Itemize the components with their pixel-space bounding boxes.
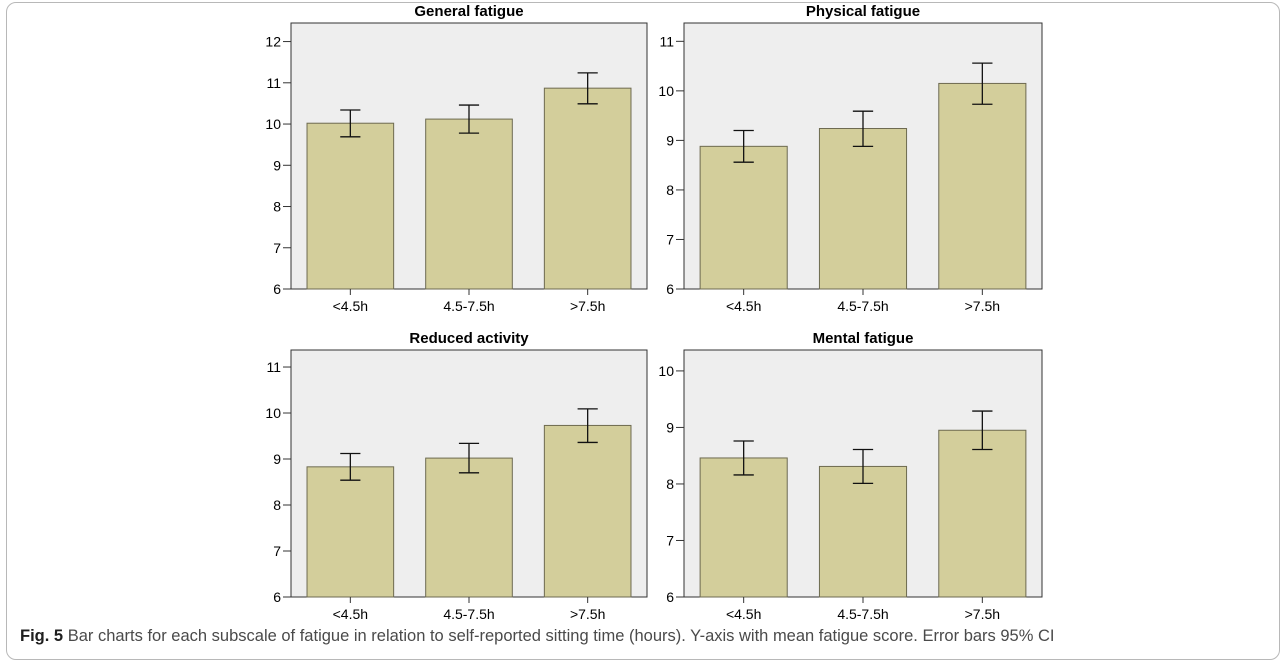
y-tick-label: 7 <box>666 231 674 247</box>
x-tick-label: <4.5h <box>333 606 368 620</box>
figure-caption-text: Bar charts for each subscale of fatigue … <box>67 627 1055 645</box>
x-tick-label: >7.5h <box>570 298 605 314</box>
bar <box>306 466 395 598</box>
bar <box>938 429 1027 598</box>
y-tick-label: 8 <box>666 182 674 198</box>
y-tick-label: 6 <box>273 589 281 605</box>
figure-caption: Fig. 5 Bar charts for each subscale of f… <box>20 627 1270 646</box>
y-tick-label: 9 <box>273 157 281 173</box>
y-tick-label: 6 <box>666 589 674 605</box>
bar <box>425 118 513 290</box>
x-tick-label: 4.5-7.5h <box>443 606 494 620</box>
y-tick-label: 9 <box>666 132 674 148</box>
bar <box>699 457 788 598</box>
x-tick-label: 4.5-7.5h <box>837 298 888 314</box>
chart-panel-2: Physical fatigue 6 7 8 9 10 11 <4.5h 4.5-7.5h >7.… <box>658 3 1043 314</box>
x-tick-label: <4.5h <box>726 298 761 314</box>
y-tick-label: 9 <box>273 451 281 467</box>
x-tick-label: 4.5-7.5h <box>837 606 888 620</box>
y-tick-label: 8 <box>666 476 674 492</box>
y-tick-label: 7 <box>273 543 281 559</box>
bar <box>425 457 513 598</box>
x-tick-label: >7.5h <box>965 298 1000 314</box>
y-tick-label: 6 <box>273 281 281 297</box>
y-tick-label: 6 <box>666 281 674 297</box>
x-tick-label: <4.5h <box>726 606 761 620</box>
y-tick-label: 11 <box>266 75 281 91</box>
bar <box>699 145 788 290</box>
y-tick-label: 10 <box>658 83 674 99</box>
bar <box>306 122 395 290</box>
y-tick-label: 7 <box>666 532 674 548</box>
bar <box>543 424 632 598</box>
y-tick-label: 12 <box>265 34 281 50</box>
chart-title: General fatigue <box>414 3 523 20</box>
y-tick-label: 7 <box>273 240 281 256</box>
bar <box>543 87 632 290</box>
x-tick-label: >7.5h <box>570 606 605 620</box>
chart-title: Mental fatigue <box>813 330 914 347</box>
x-tick-label: 4.5-7.5h <box>443 298 494 314</box>
y-tick-label: 10 <box>265 116 281 132</box>
chart-panel-1: General fatigue 6 7 8 9 10 11 12 <4.5h 4.5-7.5h >7… <box>265 3 648 314</box>
y-tick-label: 8 <box>273 497 281 513</box>
y-tick-label: 10 <box>658 363 674 379</box>
chart-panel-3: Reduced activity 6 7 8 9 10 11 <4.5h 4.5-7.5h >7.… <box>265 330 648 620</box>
chart-title: Reduced activity <box>409 330 529 347</box>
y-tick-label: 11 <box>659 33 674 49</box>
x-tick-label: >7.5h <box>965 606 1000 620</box>
y-tick-label: 11 <box>266 359 281 375</box>
bar <box>818 128 908 290</box>
bar <box>818 465 908 598</box>
figure-label: Fig. 5 <box>20 627 64 645</box>
y-tick-label: 9 <box>666 419 674 435</box>
figure-panels: General fatigue 6 7 8 9 10 11 12 <4.5h 4.5-7.5h >7… <box>265 3 1043 620</box>
chart-title: Physical fatigue <box>806 3 920 20</box>
chart-panel-4: Mental fatigue 6 7 8 9 10 <4.5h 4.5-7.5h >7.5h <box>658 330 1043 620</box>
x-tick-label: <4.5h <box>333 298 368 314</box>
y-tick-label: 8 <box>273 199 281 215</box>
bar <box>938 82 1027 290</box>
y-tick-label: 10 <box>265 405 281 421</box>
